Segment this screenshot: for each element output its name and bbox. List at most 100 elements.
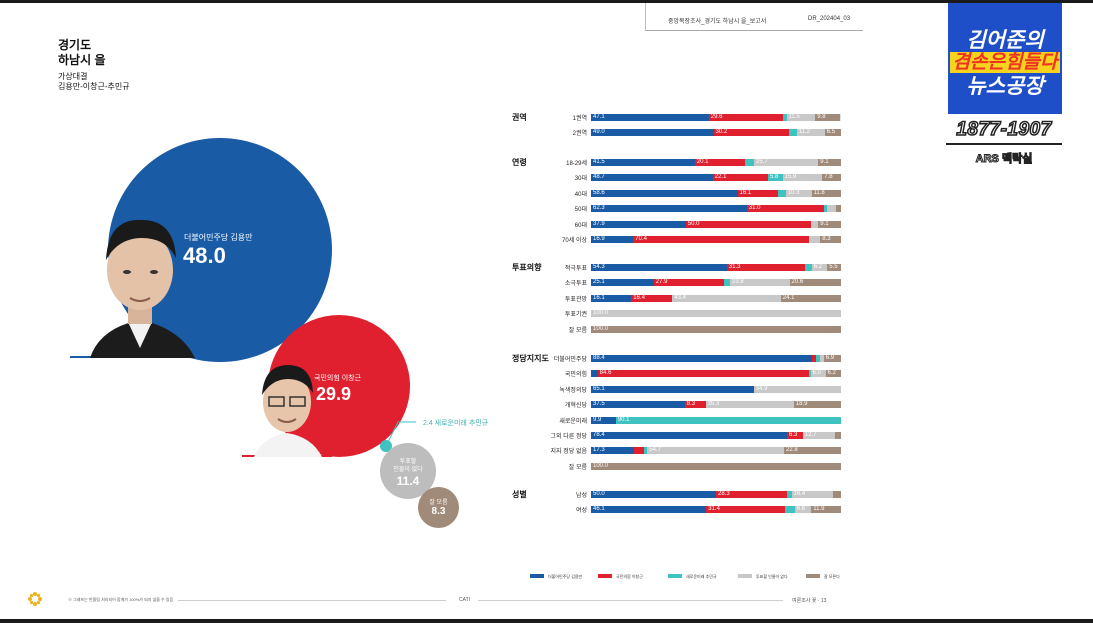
bar-segment bbox=[591, 491, 716, 498]
show-logo-line3: 뉴스공장 bbox=[966, 75, 1044, 98]
bar-segment bbox=[591, 401, 685, 409]
bar-segment bbox=[685, 220, 811, 228]
flower-logo-icon bbox=[28, 592, 42, 606]
data-label: 5.8 bbox=[770, 174, 779, 181]
header-rule bbox=[645, 30, 863, 31]
stacked-bar: 100.0 bbox=[591, 462, 841, 470]
bar-segment bbox=[784, 447, 841, 455]
data-label: 6.9 bbox=[825, 355, 835, 361]
row-label: 그외 다른 정당 bbox=[550, 434, 587, 440]
row-label: 1권역 bbox=[572, 116, 587, 122]
bar-segment bbox=[591, 264, 727, 271]
row-label: 투표기권 bbox=[564, 312, 587, 319]
bar-segment bbox=[591, 114, 709, 121]
unknown-value: 8.3 bbox=[431, 506, 446, 517]
data-label: 11.2 bbox=[798, 129, 810, 136]
data-label: 27.9 bbox=[655, 279, 668, 286]
data-label: 12.7 bbox=[804, 432, 817, 438]
bar-segment bbox=[591, 310, 841, 318]
bar-segment bbox=[705, 401, 794, 409]
bar-segment bbox=[746, 205, 825, 213]
data-label: 31.4 bbox=[708, 506, 720, 513]
report-title: 중앙목장조사_경기도 하남시 을_보고서 bbox=[668, 19, 767, 25]
none-label-2: 인물이 없다 bbox=[393, 467, 423, 473]
data-label: 8.3 bbox=[686, 401, 696, 408]
new-leader-line bbox=[387, 421, 416, 443]
data-label: 6.5 bbox=[826, 129, 836, 136]
footer-method: CATI bbox=[459, 597, 471, 603]
legend-label: 국민의힘 이창근 bbox=[616, 574, 643, 579]
row-label: 2권역 bbox=[572, 131, 587, 138]
legend-label: 투표할 인물이 없다 bbox=[756, 574, 788, 579]
bar-segment bbox=[726, 264, 805, 271]
stacked-bar: 37.5 8.3 35.3 18.9 bbox=[591, 401, 841, 409]
matchup-title: 가상대결 bbox=[58, 72, 88, 81]
row-label: 새로운미래 bbox=[559, 418, 587, 425]
data-label: 7.8 bbox=[824, 174, 833, 181]
bar-segment bbox=[815, 114, 840, 121]
row-label: 18-29세 bbox=[566, 161, 587, 167]
bar-segment bbox=[794, 506, 812, 514]
district-line2: 하남시 을 bbox=[58, 53, 106, 67]
data-label: 100.0 bbox=[593, 462, 609, 469]
bar-segment bbox=[819, 355, 824, 362]
bar-segment bbox=[811, 506, 841, 514]
data-label: 48.7 bbox=[593, 174, 605, 181]
data-label: 22.1 bbox=[714, 174, 727, 181]
group-title: 성별 bbox=[512, 490, 527, 499]
bar-segment bbox=[634, 447, 644, 455]
bar-segment bbox=[647, 447, 784, 455]
bar-segment bbox=[706, 506, 785, 514]
stacked-bar: 46.1 31.4 6.6 11.9 bbox=[591, 506, 841, 514]
data-label: 37.5 bbox=[593, 401, 605, 408]
bar-segment bbox=[591, 370, 598, 378]
data-label: 6.2 bbox=[813, 264, 823, 270]
data-label: 30.2 bbox=[715, 129, 728, 136]
bar-segment bbox=[825, 370, 841, 378]
data-label: 29.6 bbox=[710, 114, 723, 120]
data-label: 28.3 bbox=[718, 491, 730, 497]
row-label: 60대 bbox=[574, 222, 587, 229]
group-title: 투표의향 bbox=[512, 263, 542, 272]
bar-segment bbox=[591, 447, 635, 455]
matchup-block: 가상대결 김용만-이창근-추민규 bbox=[58, 72, 130, 92]
stacked-bar: 9.9 90.1 bbox=[591, 416, 841, 424]
stacked-bar: 100.0 bbox=[591, 310, 841, 318]
data-label: 6.6 bbox=[796, 506, 806, 513]
data-label: 25.1 bbox=[593, 279, 605, 286]
dem-candidate-portrait bbox=[70, 219, 210, 358]
bar-segment bbox=[834, 432, 841, 439]
bar-segment bbox=[812, 355, 816, 362]
bar-segment bbox=[591, 432, 787, 439]
data-label: 100.0 bbox=[593, 325, 609, 332]
data-label: 20.1 bbox=[696, 159, 709, 165]
unknown-bubble bbox=[418, 487, 459, 528]
unknown-label: 잘 모름 bbox=[429, 500, 448, 506]
stacked-bar: 78.4 6.3 12.7 bbox=[591, 432, 841, 439]
bar-segment bbox=[591, 462, 841, 470]
dem-value: 48.0 bbox=[183, 243, 226, 268]
bar-segment bbox=[716, 491, 787, 498]
bar-segment bbox=[796, 129, 825, 137]
bar-segment bbox=[713, 129, 789, 137]
bar-segment bbox=[811, 264, 828, 271]
bar-segment bbox=[591, 325, 841, 333]
bar-segment bbox=[805, 264, 812, 271]
data-label: 62.3 bbox=[593, 205, 605, 212]
bar-segment bbox=[818, 159, 841, 166]
data-label: 9.9 bbox=[593, 416, 602, 423]
group-title: 권역 bbox=[512, 113, 527, 122]
row-label: 70세 이상 bbox=[562, 238, 587, 244]
legend-swatch bbox=[806, 574, 820, 578]
data-label: 31.0 bbox=[748, 205, 761, 212]
bar-segment bbox=[810, 370, 826, 378]
data-label: 6.2 bbox=[827, 370, 836, 377]
data-label: 41.5 bbox=[593, 159, 605, 165]
bar-segment bbox=[753, 385, 841, 393]
data-label: 17.3 bbox=[593, 447, 605, 454]
bar-segment bbox=[832, 491, 841, 498]
data-label: 16.4 bbox=[793, 491, 806, 497]
bar-segment bbox=[643, 447, 648, 455]
data-label: 5.5 bbox=[829, 264, 838, 270]
data-label: 31.3 bbox=[728, 264, 741, 270]
